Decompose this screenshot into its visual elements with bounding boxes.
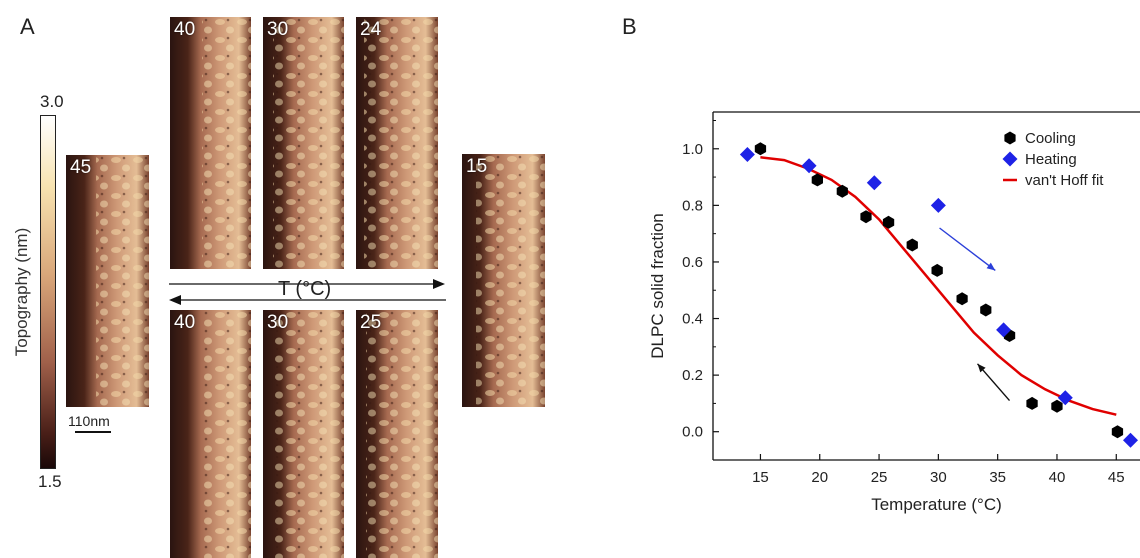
temperature-axis-label: T (°C)	[278, 278, 332, 300]
cooling-point	[754, 142, 767, 156]
x-tick-label: 35	[989, 469, 1006, 486]
x-tick-label: 45	[1108, 469, 1125, 486]
cooling-point	[980, 303, 992, 317]
panel-letter-a: A	[20, 14, 35, 39]
colorbar-max-label: 3.0	[40, 92, 64, 111]
afm-label-25-bottom: 25	[360, 312, 382, 333]
cooling-point	[1051, 399, 1063, 413]
colorbar-axis-label: Topography (nm)	[12, 227, 31, 357]
heating-point	[1057, 390, 1073, 406]
heating-point	[739, 146, 755, 162]
y-tick-label: 0.8	[682, 197, 703, 214]
afm-label-40-bottom: 40	[174, 312, 196, 333]
legend-heating-marker	[1002, 151, 1018, 167]
afm-image-25-bottom: 25	[356, 310, 438, 558]
y-axis-label: DLPC solid fraction	[648, 213, 667, 359]
temperature-arrows	[169, 279, 446, 305]
cooling-point	[931, 263, 943, 277]
legend-cooling-marker	[1004, 131, 1016, 145]
cooling-point	[1111, 425, 1124, 439]
afm-label-15: 15	[466, 156, 488, 177]
legend-heating-label: Heating	[1025, 151, 1077, 168]
y-tick-label: 1.0	[682, 141, 703, 158]
heating-point	[1123, 432, 1139, 448]
afm-image-30-top: 30	[263, 17, 344, 269]
afm-label-45: 45	[70, 157, 92, 178]
cooling-point	[956, 292, 968, 306]
x-tick-label: 15	[752, 469, 769, 486]
x-tick-label: 20	[811, 469, 828, 486]
cooling-arrow-head	[977, 363, 986, 373]
afm-image-30-bottom: 30	[263, 310, 344, 558]
colorbar-min-label: 1.5	[38, 472, 62, 491]
heating-point	[866, 175, 882, 191]
colorbar	[40, 115, 56, 469]
afm-label-40-top: 40	[174, 19, 196, 40]
afm-label-30-top: 30	[267, 19, 289, 40]
heating-arrow-head	[986, 262, 996, 271]
y-tick-label: 0.4	[682, 311, 703, 328]
x-tick-label: 25	[871, 469, 888, 486]
x-tick-label: 40	[1049, 469, 1066, 486]
cooling-point	[860, 210, 872, 224]
afm-image-24-top: 24	[356, 17, 438, 269]
cooling-point	[882, 215, 895, 229]
legend-fit-label: van't Hoff fit	[1025, 172, 1104, 189]
cooling-point	[836, 184, 848, 198]
afm-image-40-bottom: 40	[170, 310, 251, 558]
afm-image-45: 45	[66, 155, 149, 407]
heating-arrow	[939, 227, 996, 271]
cooling-point	[1026, 396, 1038, 410]
y-tick-label: 0.2	[682, 367, 703, 384]
y-tick-label: 0.6	[682, 254, 703, 271]
cooling-point	[906, 238, 918, 252]
x-axis-label: Temperature (°C)	[871, 495, 1002, 514]
afm-image-40-top: 40	[170, 17, 251, 269]
scale-bar-label: 110nm	[68, 413, 110, 429]
legend-cooling-label: Cooling	[1025, 130, 1076, 147]
heating-point	[930, 197, 946, 213]
heating-point	[996, 322, 1012, 338]
afm-label-24-top: 24	[360, 19, 382, 40]
heating-point	[801, 158, 817, 174]
afm-image-15: 15	[462, 154, 545, 407]
fit-line	[760, 156, 1117, 416]
panel-letter-b: B	[622, 14, 637, 39]
x-tick-label: 30	[930, 469, 947, 486]
afm-label-30-bottom: 30	[267, 312, 289, 333]
scale-bar	[75, 431, 111, 433]
y-tick-label: 0.0	[682, 424, 703, 441]
cooling-point	[811, 173, 823, 187]
solid-fraction-chart: 15 20 25 30 35 40 45 0.0 0.2 0.4 0.6 0.8 1.0 Temperat…	[648, 111, 1140, 514]
